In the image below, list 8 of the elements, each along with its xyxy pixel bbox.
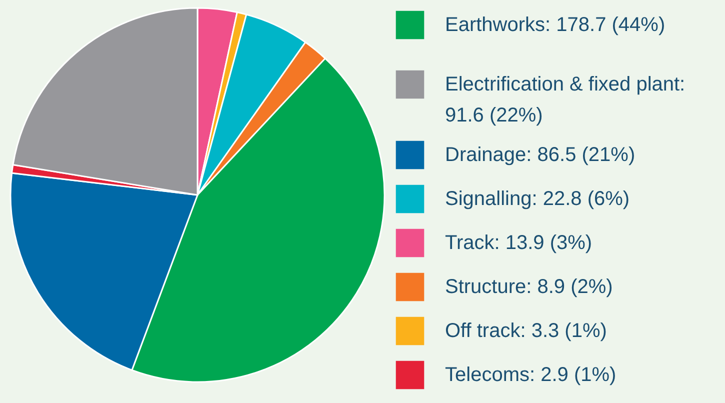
legend-label: Off track: 3.3 (1%) [445,320,607,342]
legend-label: Structure: 8.9 (2%) [445,276,613,298]
legend-label: Signalling: 22.8 (6%) [445,188,630,210]
legend-label: Earthworks: 178.7 (44%) [445,14,666,36]
legend-label: Track: 13.9 (3%) [445,232,592,254]
legend-label: Telecoms: 2.9 (1%) [445,364,616,386]
legend-label: Electrification & fixed plant: 91.6 (22%) [445,74,686,126]
legend-label: Drainage: 86.5 (21%) [445,144,636,166]
